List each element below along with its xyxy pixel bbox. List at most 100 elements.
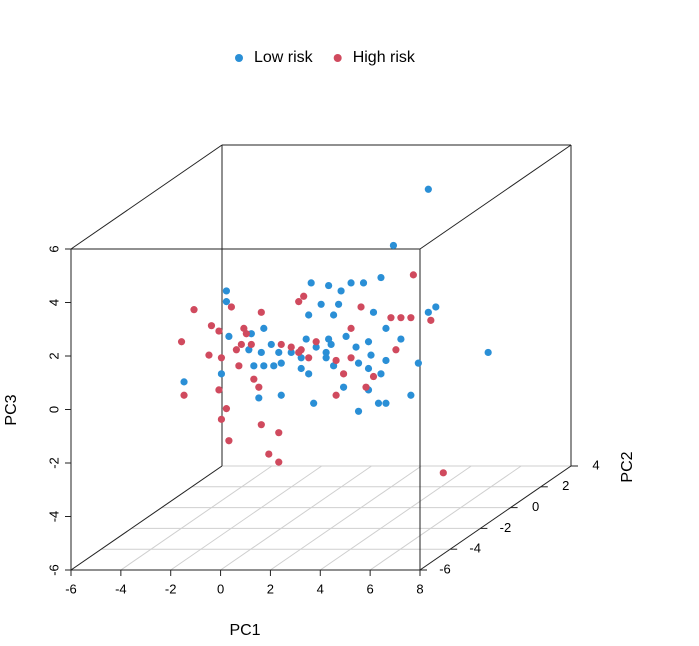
legend-marker: [235, 54, 243, 62]
point: [250, 362, 258, 370]
point: [222, 298, 231, 306]
point: [237, 340, 245, 349]
x-tick-label: 0: [217, 581, 224, 596]
point: [302, 335, 310, 343]
point: [295, 298, 303, 306]
point: [227, 303, 235, 311]
point: [297, 354, 305, 362]
point: [265, 450, 273, 458]
point: [275, 458, 283, 466]
point: [364, 364, 373, 373]
point: [339, 383, 348, 391]
point: [217, 415, 226, 423]
point: [327, 340, 335, 349]
point: [427, 316, 435, 324]
point: [330, 311, 338, 319]
point: [339, 370, 348, 378]
point: [270, 362, 278, 370]
point: [407, 314, 415, 322]
point: [414, 359, 422, 367]
point: [225, 437, 233, 445]
point: [180, 391, 188, 399]
x-tick-label: -2: [165, 581, 177, 596]
point: [352, 343, 360, 351]
point: [357, 303, 365, 311]
point: [377, 273, 385, 282]
point: [432, 303, 440, 311]
point: [257, 348, 265, 357]
point: [287, 348, 295, 357]
y-axis-label: PC2: [619, 451, 636, 482]
point: [267, 340, 275, 349]
point: [300, 292, 308, 300]
point: [217, 370, 226, 378]
point: [215, 386, 223, 394]
point: [347, 324, 355, 332]
z-tick-label: 0: [46, 406, 61, 413]
point: [305, 354, 313, 362]
y-tick-label: -2: [500, 520, 512, 535]
z-tick-label: -6: [46, 564, 61, 576]
box-edge: [419, 144, 572, 250]
point: [424, 308, 432, 316]
point: [359, 279, 368, 287]
point: [337, 287, 345, 295]
grid-line: [320, 465, 472, 571]
point: [387, 314, 395, 322]
point: [424, 185, 432, 193]
point: [332, 391, 340, 399]
point: [235, 362, 243, 370]
point: [190, 306, 198, 314]
box-edge: [70, 144, 223, 250]
point: [397, 335, 405, 343]
x-tick-label: 2: [267, 581, 274, 596]
x-tick-label: 6: [367, 581, 374, 596]
point: [334, 300, 343, 308]
point: [330, 362, 338, 370]
box-edge: [419, 465, 572, 571]
point: [232, 346, 240, 354]
point: [287, 343, 295, 351]
point: [364, 338, 373, 346]
box-edge: [70, 465, 223, 571]
point: [242, 330, 250, 338]
point: [250, 375, 258, 383]
point: [332, 356, 340, 365]
z-tick-label: 2: [46, 352, 61, 359]
point: [397, 314, 405, 322]
z-axis-label: PC3: [3, 394, 20, 425]
point: [325, 335, 333, 343]
z-tick-label: 6: [46, 245, 61, 252]
point: [247, 330, 255, 338]
point: [275, 348, 283, 357]
point: [369, 372, 378, 381]
point: [342, 332, 350, 340]
point: [305, 311, 313, 319]
z-tick-label: -4: [46, 511, 61, 523]
point: [260, 324, 268, 332]
point: [484, 348, 492, 357]
x-axis-label: PC1: [229, 622, 260, 639]
grid-line: [170, 465, 322, 571]
x-tick-label: -4: [115, 581, 127, 596]
point: [215, 327, 223, 335]
point: [297, 364, 305, 373]
point: [225, 332, 233, 340]
point: [240, 324, 248, 332]
y-tick-label: -6: [439, 561, 451, 576]
point: [247, 340, 255, 349]
point: [317, 300, 325, 308]
point: [222, 405, 231, 413]
point: [205, 351, 213, 359]
point: [177, 338, 186, 346]
point: [260, 362, 268, 370]
grid-line: [220, 465, 372, 571]
y-tick-label: 0: [532, 499, 539, 514]
point: [255, 383, 263, 391]
point: [277, 391, 285, 399]
point: [382, 399, 390, 407]
point: [257, 421, 265, 429]
point: [312, 338, 320, 346]
y-tick-label: 4: [592, 457, 599, 472]
